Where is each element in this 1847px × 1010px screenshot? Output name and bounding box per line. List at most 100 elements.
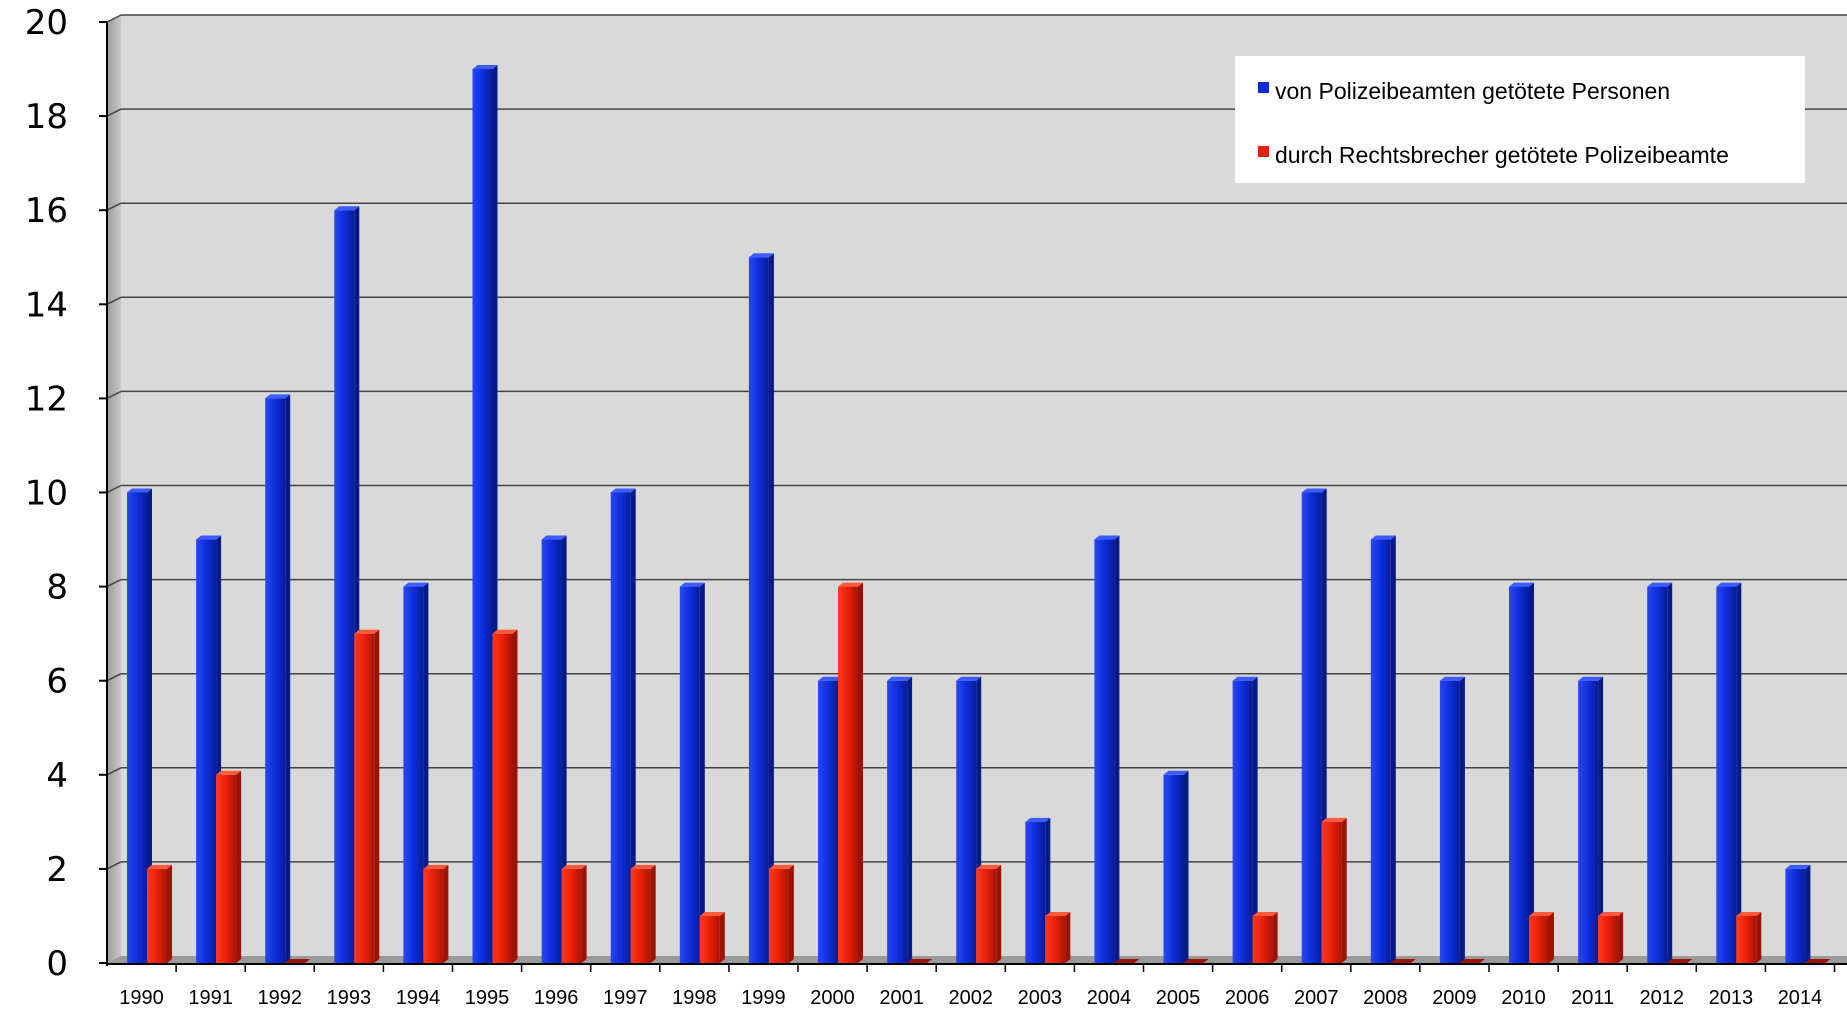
bar-front bbox=[127, 492, 147, 963]
x-tick-label: 1996 bbox=[534, 987, 579, 1009]
bar-series-1 bbox=[1439, 676, 1465, 963]
bar-side bbox=[719, 911, 725, 963]
bar-series-2 bbox=[768, 864, 794, 963]
bar-front bbox=[1529, 915, 1549, 963]
y-tick-label: 14 bbox=[25, 285, 68, 325]
bar-top bbox=[1045, 911, 1071, 916]
bar-series-2 bbox=[907, 959, 933, 963]
bar-series-1 bbox=[265, 394, 291, 963]
bar-front bbox=[147, 868, 167, 963]
bar-front bbox=[1598, 915, 1619, 963]
bar-top bbox=[1647, 582, 1673, 587]
y-tick-label: 0 bbox=[46, 944, 68, 984]
bar-side bbox=[1529, 582, 1534, 963]
bar-series-2 bbox=[1736, 911, 1762, 963]
bar-top bbox=[630, 864, 656, 869]
bar-top bbox=[492, 629, 518, 634]
bar-side bbox=[1114, 535, 1120, 963]
y-tick-label: 16 bbox=[25, 191, 68, 231]
gridline-diagonal bbox=[106, 673, 122, 682]
bar-front bbox=[561, 868, 582, 963]
legend-swatch-series-1 bbox=[1258, 82, 1269, 93]
gridline-diagonal bbox=[106, 202, 122, 211]
bar-front bbox=[1094, 539, 1115, 963]
x-tick-label: 2004 bbox=[1087, 987, 1132, 1009]
bar-front bbox=[354, 633, 375, 963]
x-tick-label: 1993 bbox=[327, 987, 372, 1009]
bar-series-1 bbox=[127, 488, 152, 963]
x-axis: 1990 1991 1992 1993 1994 1995 1996 1997 1998 1999… bbox=[107, 963, 1847, 1009]
bar-side bbox=[443, 864, 449, 963]
bar-series-2 bbox=[976, 864, 1002, 963]
bar-series-2 bbox=[1598, 911, 1624, 963]
bar-series-2 bbox=[1805, 959, 1831, 963]
bar-front bbox=[956, 680, 977, 963]
bar-front bbox=[1439, 680, 1460, 963]
bar-series-1 bbox=[1094, 535, 1120, 963]
bar-front bbox=[1045, 915, 1066, 963]
bar-top bbox=[403, 582, 429, 587]
legend-swatch-series-2 bbox=[1258, 146, 1269, 157]
x-tick-label: 1999 bbox=[741, 987, 786, 1009]
bar-front bbox=[1025, 821, 1046, 963]
bar-front bbox=[1321, 821, 1342, 963]
bar-top bbox=[1529, 911, 1554, 916]
legend-box bbox=[1235, 56, 1805, 183]
bar-front bbox=[1736, 915, 1757, 963]
bar-top bbox=[1598, 911, 1624, 916]
bar-side bbox=[1618, 911, 1624, 963]
y-tick-label: 10 bbox=[25, 474, 68, 514]
bar-side bbox=[285, 394, 291, 963]
bar-front bbox=[976, 868, 997, 963]
bar-series-2 bbox=[147, 864, 172, 963]
bar-side bbox=[512, 629, 518, 963]
bar-top bbox=[1163, 770, 1189, 775]
bar-series-1 bbox=[679, 582, 705, 963]
bar-top bbox=[748, 253, 774, 258]
bar-side bbox=[996, 864, 1002, 963]
bar-series-2 bbox=[1390, 959, 1416, 963]
bar-top bbox=[561, 864, 587, 869]
bar-top bbox=[334, 206, 360, 211]
x-tick-label: 2013 bbox=[1709, 987, 1754, 1009]
bar-front bbox=[630, 868, 651, 963]
bar-side bbox=[1756, 911, 1762, 963]
bar-series-1 bbox=[1578, 676, 1604, 963]
bar-series-2 bbox=[1252, 911, 1278, 963]
bar-top bbox=[1025, 817, 1051, 822]
bar-front bbox=[1163, 774, 1184, 963]
bar-side bbox=[1805, 864, 1811, 963]
bar-side bbox=[1459, 676, 1465, 963]
x-tick-label: 2014 bbox=[1778, 987, 1823, 1009]
bar-side bbox=[1549, 911, 1554, 963]
bar-series-2 bbox=[423, 864, 449, 963]
bar-side bbox=[1341, 817, 1347, 963]
legend-label-series-2: durch Rechtsbrecher getötete Polizeibeam… bbox=[1275, 142, 1729, 168]
bar-top bbox=[196, 535, 222, 540]
x-tick-label: 2010 bbox=[1501, 987, 1546, 1009]
x-tick-label: 2003 bbox=[1018, 987, 1063, 1009]
bar-side bbox=[1272, 911, 1278, 963]
bar-top bbox=[699, 911, 725, 916]
bar-front bbox=[699, 915, 720, 963]
y-tick-label: 4 bbox=[46, 756, 68, 796]
bar-top bbox=[1301, 488, 1327, 493]
bar-top bbox=[1509, 582, 1534, 587]
bar-front bbox=[1370, 539, 1391, 963]
bar-series-1 bbox=[1647, 582, 1673, 963]
y-tick-label: 2 bbox=[46, 850, 68, 890]
gridline-diagonal bbox=[106, 578, 122, 588]
bar-side bbox=[630, 488, 636, 963]
gridline-diagonal bbox=[106, 861, 122, 870]
bar-zero bbox=[1667, 959, 1693, 963]
bar-series-2 bbox=[1459, 959, 1485, 963]
bar-front bbox=[610, 492, 631, 963]
bar-top bbox=[768, 864, 794, 869]
bar-side bbox=[788, 864, 794, 963]
bar-top bbox=[1578, 676, 1604, 681]
legend: von Polizeibeamten getötete Personen dur… bbox=[1235, 56, 1805, 183]
bar-front bbox=[216, 774, 237, 963]
bar-side bbox=[167, 864, 172, 963]
x-tick-label: 1997 bbox=[603, 987, 648, 1009]
